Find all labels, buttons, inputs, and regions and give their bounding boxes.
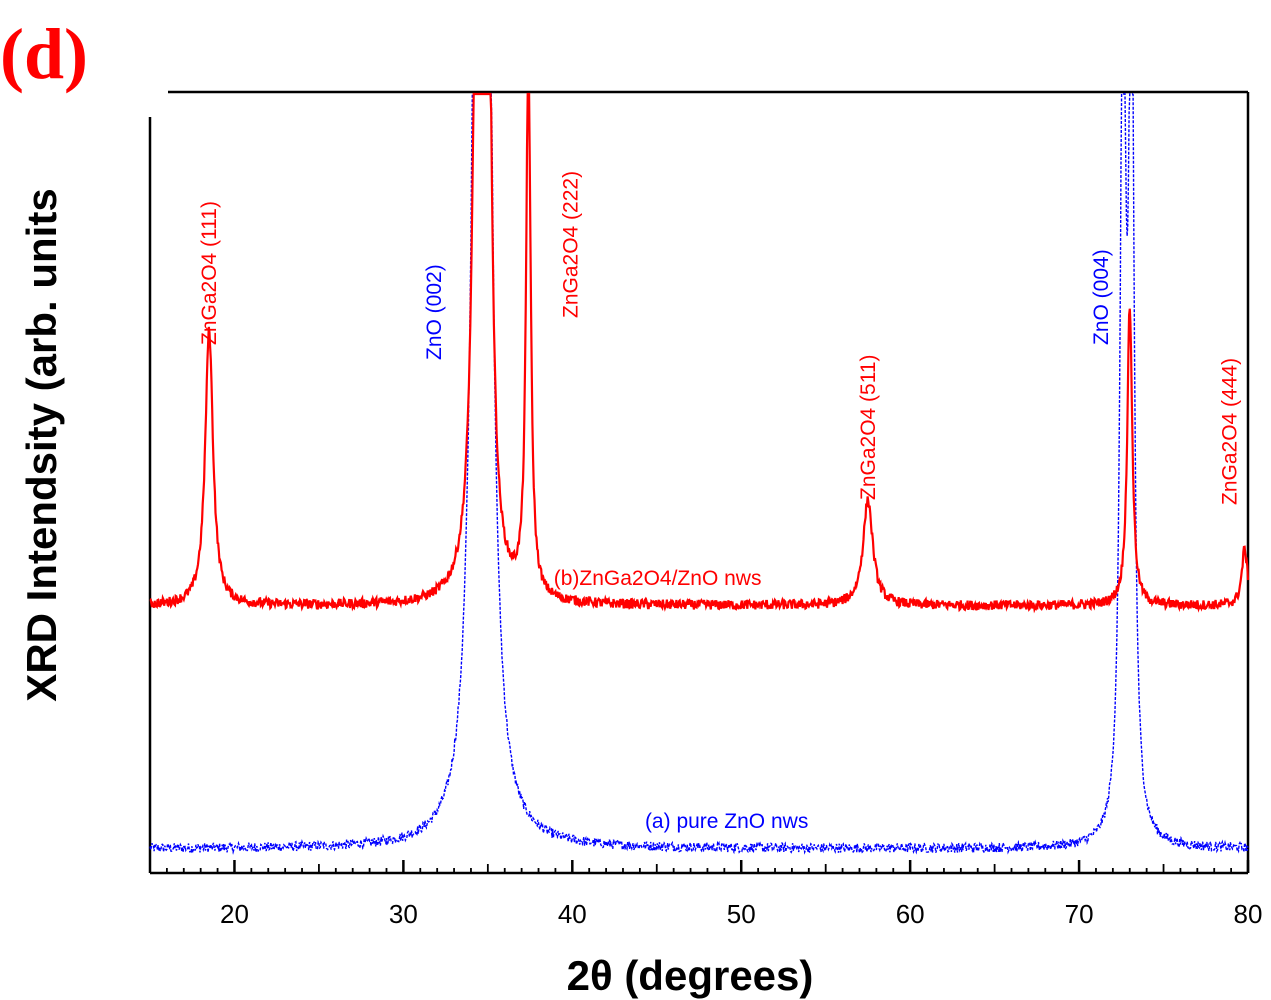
peak-label: ZnGa2O4 (444) xyxy=(1218,358,1241,505)
peak-label: ZnO (002) xyxy=(423,264,446,360)
series-annotation: (a) pure ZnO nws xyxy=(645,810,808,833)
series-line-1 xyxy=(149,92,1250,614)
x-tick-label: 80 xyxy=(1234,899,1263,929)
labels-layer: ZnGa2O4 (111) ZnO (002) ZnGa2O4 (222) ZnGa2… xyxy=(198,171,1241,833)
series-line-0 xyxy=(149,93,1249,855)
x-tick-label: 50 xyxy=(727,899,756,929)
y-axis-title: XRD Intendsity (arb. units xyxy=(18,188,65,701)
peak-label: ZnGa2O4 (222) xyxy=(560,171,583,318)
x-ticks: 20 30 40 50 60 70 80 xyxy=(149,860,1263,929)
x-tick-label: 60 xyxy=(896,899,925,929)
peak-label: ZnGa2O4 (111) xyxy=(198,201,221,345)
x-tick-label: 30 xyxy=(389,899,418,929)
peak-label: ZnO (004) xyxy=(1090,249,1113,345)
x-tick-label: 20 xyxy=(220,899,249,929)
peak-label: ZnGa2O4 (511) xyxy=(857,354,880,500)
x-tick-label: 70 xyxy=(1065,899,1094,929)
series-annotation: (b)ZnGa2O4/ZnO nws xyxy=(554,567,762,590)
x-tick-label: 40 xyxy=(558,899,587,929)
x-axis-title: 2θ (degrees) xyxy=(567,952,814,999)
panel-label: (d) xyxy=(0,14,88,94)
series-layer xyxy=(149,92,1250,855)
